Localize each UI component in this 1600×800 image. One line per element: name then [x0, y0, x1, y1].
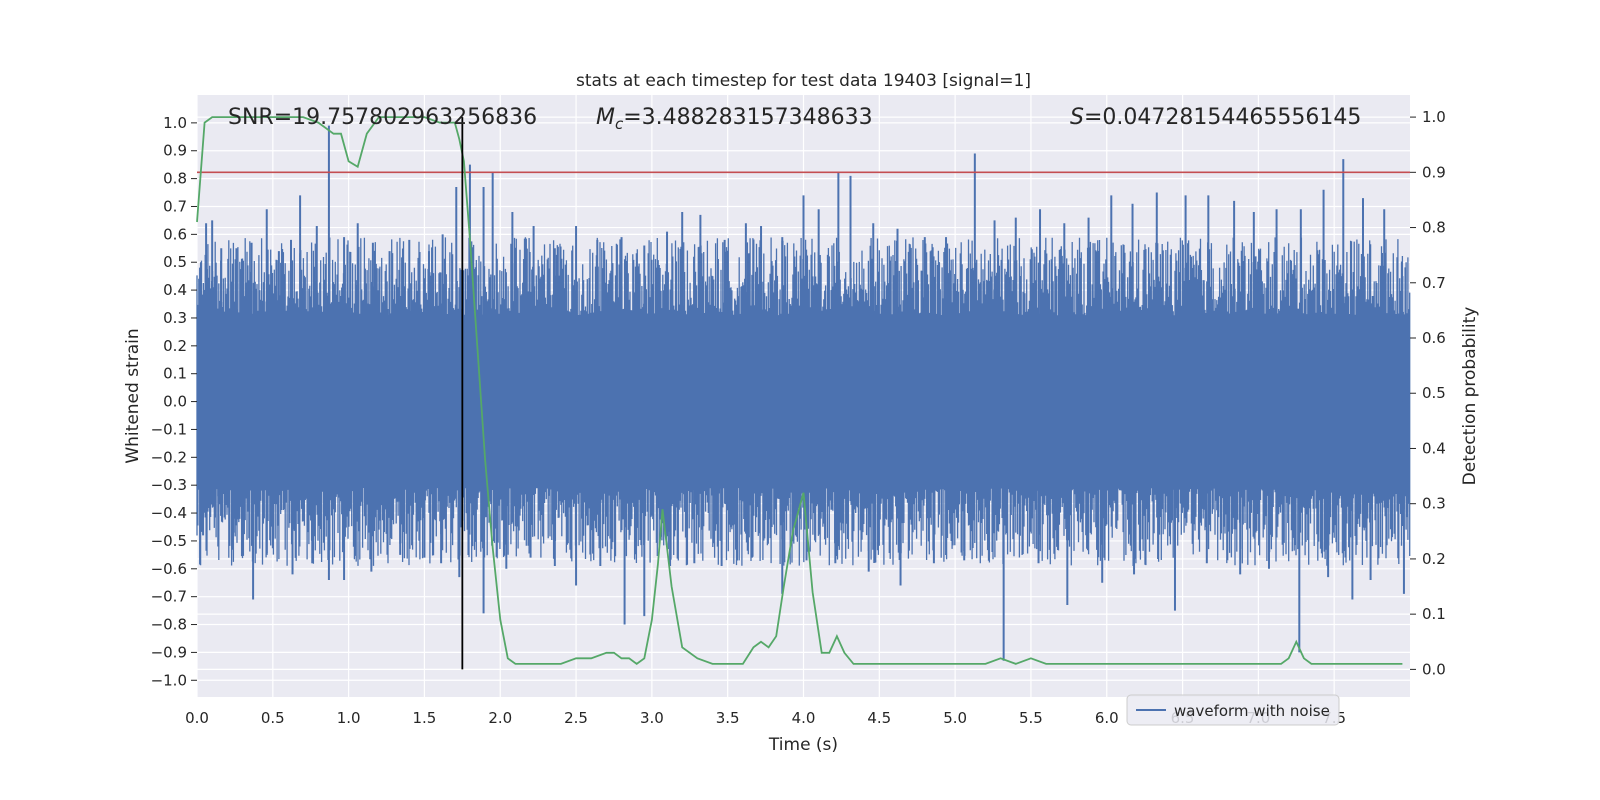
x-tick-label: 5.0 — [943, 709, 967, 727]
y-tick-label: −1.0 — [151, 671, 187, 689]
right-tick-label: 0.4 — [1422, 439, 1446, 457]
right-tick-label: 1.0 — [1422, 108, 1446, 126]
right-tick-label: 0.3 — [1422, 495, 1446, 513]
x-tick-label: 1.0 — [337, 709, 361, 727]
right-axis-label: Detection probability — [1460, 307, 1480, 486]
y-tick-label: 0.1 — [163, 365, 187, 383]
right-tick-label: 0.9 — [1422, 163, 1446, 181]
right-tick-label: 0.6 — [1422, 329, 1446, 347]
s-annotation: S=0.04728154465556145 — [1070, 105, 1361, 130]
right-tick-label: 0.1 — [1422, 605, 1446, 623]
y-tick-label: 0.5 — [163, 253, 187, 271]
x-tick-label: 4.0 — [792, 709, 816, 727]
chirp-mass-annotation: Mc=3.488283157348633 — [596, 105, 873, 133]
x-tick-label: 4.5 — [867, 709, 891, 727]
y-tick-label: −0.4 — [151, 504, 187, 522]
y-tick-label: −0.5 — [151, 532, 187, 550]
y-tick-label: 0.0 — [163, 393, 187, 411]
chirp-mass-value: =3.488283157348633 — [623, 105, 872, 130]
right-axis-ticks: 1.0 0.9 0.8 0.7 0.6 0.5 0.4 0.3 0.2 0.1 0.0 — [1410, 108, 1446, 678]
y-tick-label: −0.3 — [151, 476, 187, 494]
legend-label: waveform with noise — [1174, 702, 1330, 720]
y-tick-label: 0.6 — [163, 225, 187, 243]
chirp-mass-subscript: c — [615, 115, 624, 133]
right-tick-label: 0.5 — [1422, 384, 1446, 402]
legend-box — [1126, 694, 1340, 726]
x-tick-label: 2.0 — [488, 709, 512, 727]
y-tick-label: 0.4 — [163, 281, 187, 299]
s-symbol: S — [1070, 105, 1084, 130]
y-axis-label: Whitened strain — [123, 328, 143, 463]
right-tick-label: 0.2 — [1422, 550, 1446, 568]
y-tick-label: −0.9 — [151, 643, 187, 661]
x-tick-label: 3.0 — [640, 709, 664, 727]
waveform-series — [196, 125, 1411, 661]
snr-annotation: SNR=19.757802963256836 — [228, 105, 537, 130]
x-tick-label: 6.0 — [1095, 709, 1119, 727]
y-tick-label: 0.2 — [163, 337, 187, 355]
right-tick-label: 0.8 — [1422, 219, 1446, 237]
x-tick-label: 2.5 — [564, 709, 588, 727]
y-axis-ticks: 1.0 0.9 0.8 0.7 0.6 0.5 0.4 0.3 0.2 0.1 0.0 −0.1 −0.… — [151, 114, 197, 689]
x-tick-label: 1.5 — [413, 709, 437, 727]
x-tick-label: 5.5 — [1019, 709, 1043, 727]
y-tick-label: 1.0 — [163, 114, 187, 132]
right-tick-label: 0.0 — [1422, 660, 1446, 678]
x-tick-label: 0.5 — [261, 709, 285, 727]
probability-series — [196, 116, 1403, 666]
y-tick-label: 0.8 — [163, 170, 187, 188]
y-tick-label: 0.3 — [163, 309, 187, 327]
y-tick-label: −0.7 — [151, 588, 187, 606]
chirp-mass-symbol: M — [596, 105, 615, 130]
y-tick-label: −0.6 — [151, 560, 187, 578]
right-tick-label: 0.7 — [1422, 274, 1446, 292]
y-tick-label: 0.9 — [163, 142, 187, 160]
y-tick-label: −0.1 — [151, 420, 187, 438]
x-axis-label: Time (s) — [768, 735, 838, 755]
y-tick-label: −0.8 — [151, 616, 187, 634]
y-tick-label: −0.2 — [151, 448, 187, 466]
chart-title: stats at each timestep for test data 194… — [576, 71, 1031, 91]
s-value: =0.04728154465556145 — [1084, 105, 1361, 130]
x-tick-label: 3.5 — [716, 709, 740, 727]
x-tick-label: 0.0 — [185, 709, 209, 727]
legend: waveform with noise — [1126, 694, 1340, 726]
y-tick-label: 0.7 — [163, 197, 187, 215]
